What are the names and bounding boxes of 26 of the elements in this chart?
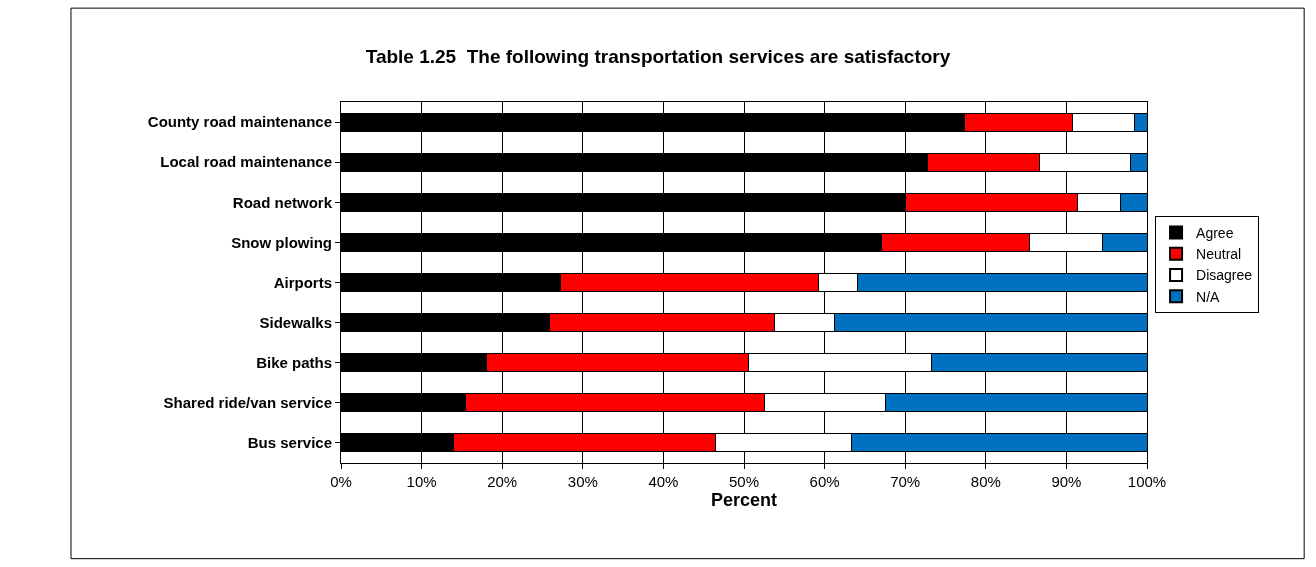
legend-label: Agree	[1196, 225, 1234, 242]
x-tick-label: 80%	[970, 473, 1001, 490]
y-tick-label: Sidewalks	[259, 313, 332, 331]
x-tick-label: 90%	[1051, 473, 1082, 490]
x-tick-label: 10%	[406, 473, 437, 490]
y-tick-label: Shared ride/van service	[163, 394, 332, 412]
y-tick-label: Bike paths	[256, 353, 332, 371]
legend-label: Disagree	[1196, 267, 1253, 284]
x-tick-label: 0%	[330, 473, 352, 490]
x-tick-label: 60%	[809, 473, 840, 490]
x-axis-title: Percent	[710, 490, 778, 511]
y-tick-label: County road maintenance	[147, 113, 332, 131]
y-tick-label: Road network	[232, 193, 333, 211]
y-tick-label: Local road maintenance	[160, 153, 332, 171]
x-tick-label: 30%	[567, 473, 598, 490]
x-tick-label: 20%	[487, 473, 518, 490]
legend-label: N/A	[1196, 288, 1221, 305]
x-tick-label: 40%	[648, 473, 679, 490]
x-tick-label: 100%	[1127, 473, 1167, 490]
y-tick-label: Airports	[273, 273, 332, 291]
legend-label: Neutral	[1196, 246, 1242, 263]
chart-title: Table 1.25 The following transportation services are satisfactory	[365, 46, 951, 68]
y-tick-label: Bus service	[247, 434, 332, 452]
x-tick-label: 70%	[890, 473, 921, 490]
y-tick-label: Snow plowing	[231, 233, 332, 251]
x-tick-label: 50%	[728, 473, 760, 490]
